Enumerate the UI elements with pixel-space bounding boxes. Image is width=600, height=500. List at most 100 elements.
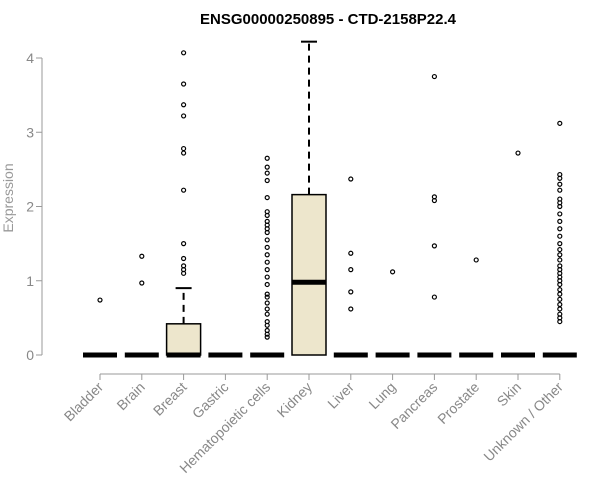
outlier-point (264, 194, 270, 201)
outlier-point (348, 289, 354, 295)
outlier-point (473, 257, 479, 263)
box-body (291, 193, 327, 356)
outlier-point (431, 194, 437, 200)
box-unknown-other (542, 120, 577, 358)
outlier-point (264, 306, 270, 312)
outlier-point (557, 252, 563, 258)
outlier-point (348, 250, 354, 256)
box-body (165, 323, 202, 356)
outlier-point (264, 244, 270, 250)
outlier-point (348, 267, 354, 273)
outlier-point (264, 327, 270, 334)
box-breast (165, 50, 202, 358)
y-axis-label: Expression (0, 163, 16, 232)
outlier-point (557, 291, 563, 297)
outlier-point (557, 181, 563, 187)
y-tick-label: 1 (26, 273, 34, 289)
outlier-point (264, 291, 270, 297)
outlier-point (557, 311, 563, 317)
outlier-point (264, 294, 270, 300)
outlier-point (557, 306, 563, 312)
outlier-point (557, 211, 563, 217)
x-tick-label: Liver (324, 379, 357, 412)
outlier-point (181, 187, 187, 193)
x-tick-label: Bladder (61, 379, 107, 425)
x-tick-label: Unknown / Other (480, 379, 566, 465)
outlier-point (557, 296, 563, 302)
outlier-point (181, 150, 187, 156)
outlier-point (557, 120, 563, 126)
outlier-point (264, 267, 270, 273)
box-brain (124, 253, 159, 358)
y-tick-label: 0 (26, 347, 34, 363)
x-tick-label: Skin (494, 379, 525, 410)
x-tick-label: Prostate (434, 379, 482, 427)
outlier-point (264, 311, 270, 317)
outlier-point (139, 280, 145, 286)
y-tick-label: 4 (26, 50, 34, 66)
x-tick-label: Breast (150, 379, 190, 419)
outlier-point (264, 170, 270, 176)
box-pancreas (417, 73, 452, 358)
outlier-point (181, 263, 187, 269)
outlier-point (181, 113, 187, 119)
outlier-point (264, 300, 270, 306)
outlier-point (181, 102, 187, 108)
outlier-point (557, 233, 563, 239)
outlier-point (264, 164, 270, 170)
outlier-point (557, 246, 563, 253)
outlier-point (264, 237, 270, 243)
outlier-point (557, 241, 563, 247)
x-tick-label: Kidney (274, 379, 316, 421)
y-axis: 0 1 2 3 4 (26, 50, 43, 363)
outlier-point (264, 209, 270, 215)
box-bladder (83, 297, 117, 358)
outlier-point (431, 243, 437, 249)
outlier-point (97, 297, 103, 303)
box-prostate (459, 257, 494, 358)
x-tick-label: Lung (365, 379, 398, 412)
outlier-point (264, 155, 270, 161)
outlier-point (390, 269, 396, 275)
outlier-point (264, 252, 270, 258)
outlier-point (557, 301, 563, 308)
box-skin (501, 150, 535, 358)
outlier-point (557, 196, 563, 202)
y-tick-label: 2 (26, 199, 34, 215)
outlier-point (431, 294, 437, 300)
outlier-point (431, 73, 437, 80)
outlier-point (181, 50, 187, 56)
outlier-point (557, 218, 563, 224)
outlier-point (264, 218, 270, 224)
outlier-point (348, 306, 354, 312)
x-tick-label: Brain (113, 379, 147, 413)
outlier-point (264, 334, 270, 340)
outlier-point (181, 81, 187, 87)
chart-title: ENSG00000250895 - CTD-2158P22.4 (200, 11, 457, 28)
outlier-point (139, 253, 145, 259)
outlier-point (515, 150, 521, 156)
outlier-point (264, 318, 270, 325)
box-kidney (291, 40, 327, 356)
box-hematopoietic-cells (250, 155, 285, 358)
outlier-point (264, 177, 270, 184)
outlier-point (557, 171, 563, 178)
outlier-point (557, 287, 563, 293)
box-lung (375, 269, 410, 358)
y-tick-label: 3 (26, 124, 34, 140)
outlier-point (264, 281, 270, 288)
outlier-point (557, 226, 563, 232)
outlier-point (264, 259, 270, 265)
outlier-point (264, 274, 270, 280)
outlier-point (181, 241, 187, 247)
outlier-point (557, 257, 563, 263)
outlier-point (348, 176, 354, 182)
boxes (83, 40, 577, 358)
outlier-point (557, 187, 563, 193)
outlier-point (557, 263, 563, 269)
outlier-point (181, 145, 187, 152)
outlier-point (181, 255, 187, 262)
box-liver (333, 176, 368, 358)
